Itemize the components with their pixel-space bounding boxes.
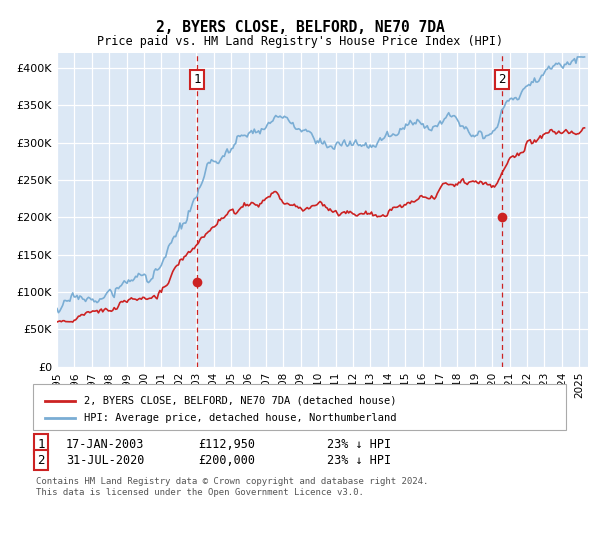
Text: £112,950: £112,950: [198, 437, 255, 451]
Text: 23% ↓ HPI: 23% ↓ HPI: [327, 437, 391, 451]
Text: 31-JUL-2020: 31-JUL-2020: [66, 454, 145, 467]
Text: 1: 1: [193, 73, 201, 86]
Text: 1: 1: [37, 437, 45, 451]
Text: Price paid vs. HM Land Registry's House Price Index (HPI): Price paid vs. HM Land Registry's House …: [97, 35, 503, 48]
Text: £200,000: £200,000: [198, 454, 255, 467]
Text: HPI: Average price, detached house, Northumberland: HPI: Average price, detached house, Nort…: [84, 413, 397, 423]
Text: 23% ↓ HPI: 23% ↓ HPI: [327, 454, 391, 467]
Text: 2, BYERS CLOSE, BELFORD, NE70 7DA (detached house): 2, BYERS CLOSE, BELFORD, NE70 7DA (detac…: [84, 396, 397, 406]
Text: 2: 2: [37, 454, 45, 467]
Text: 2: 2: [499, 73, 506, 86]
Text: 2, BYERS CLOSE, BELFORD, NE70 7DA: 2, BYERS CLOSE, BELFORD, NE70 7DA: [155, 20, 445, 35]
Text: Contains HM Land Registry data © Crown copyright and database right 2024.
This d: Contains HM Land Registry data © Crown c…: [36, 477, 428, 497]
Text: 17-JAN-2003: 17-JAN-2003: [66, 437, 145, 451]
